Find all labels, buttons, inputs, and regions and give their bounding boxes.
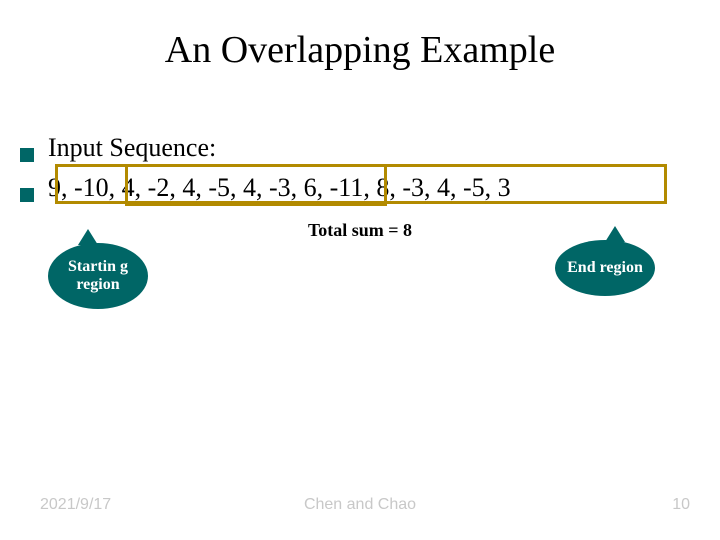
callout-start-text: Startin g region	[60, 258, 136, 295]
slide: An Overlapping Example Input Sequence: 9…	[0, 0, 720, 540]
bullet-line-1: Input Sequence:	[20, 130, 700, 166]
callout-end-region: End region	[555, 240, 655, 296]
slide-title: An Overlapping Example	[0, 0, 720, 72]
square-bullet-icon	[20, 188, 34, 202]
callout-start-region: Startin g region	[48, 243, 148, 309]
footer-page-number: 10	[672, 496, 690, 514]
highlight-box-inner	[125, 164, 387, 206]
footer: 2021/9/17 Chen and Chao 10	[0, 496, 720, 520]
square-bullet-icon	[20, 148, 34, 162]
input-sequence-label: Input Sequence:	[48, 130, 216, 166]
footer-author: Chen and Chao	[0, 496, 720, 514]
callout-end-text: End region	[567, 259, 643, 277]
